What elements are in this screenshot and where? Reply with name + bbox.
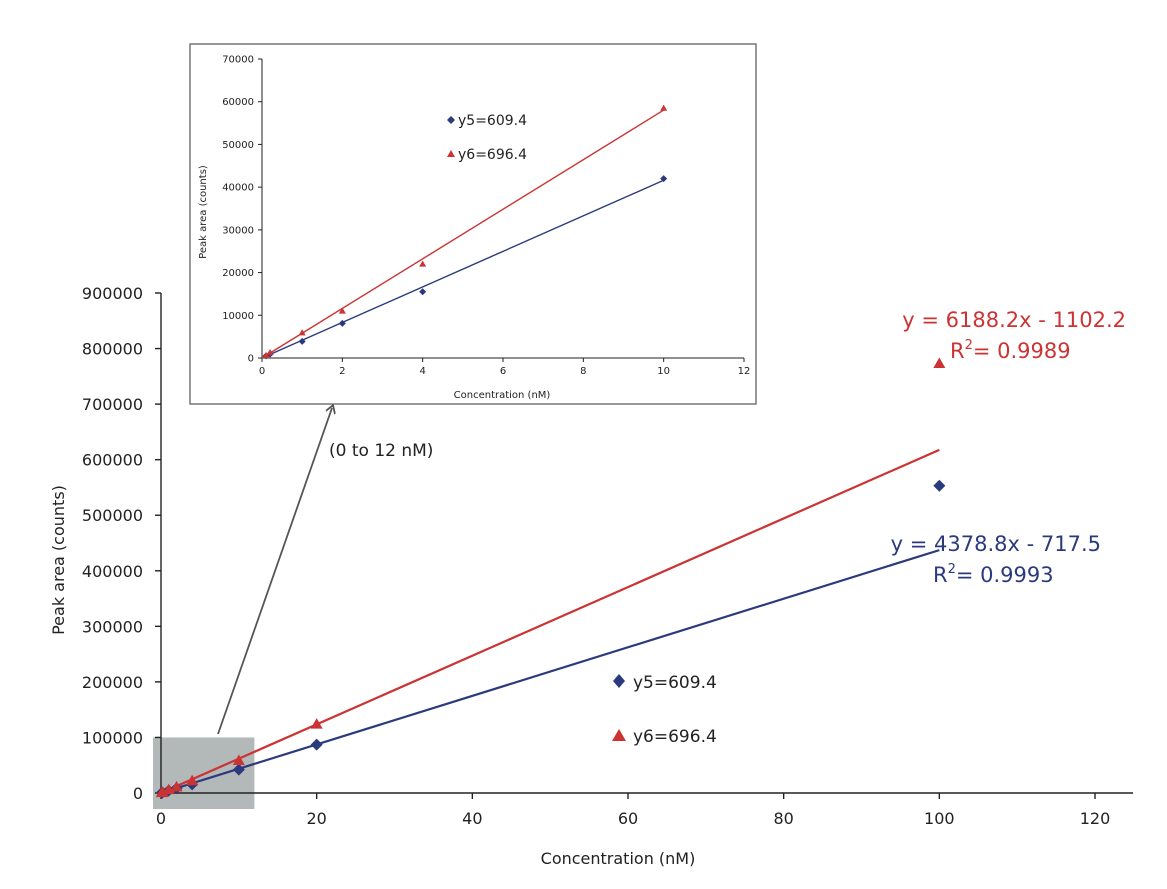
inset-legend-label-y5: y5=609.4: [458, 113, 527, 129]
main-y-tick-label: 300000: [82, 617, 143, 636]
legend-triangle-icon: [612, 729, 626, 741]
inset-y-axis-title: Peak area (counts): [198, 165, 209, 259]
main-y-tick-label: 0: [133, 784, 143, 803]
red-r2-label: R: [950, 339, 965, 363]
inset-trendline-0: [261, 179, 664, 359]
red-equation: y = 6188.2x - 1102.2: [902, 308, 1126, 332]
inset-y-tick-label: 30000: [222, 225, 254, 236]
main-triangle-point: [933, 357, 946, 369]
blue-equation-block: y = 4378.8x - 717.5 R2= 0.9993: [891, 532, 1101, 587]
inset-diamond-point: [338, 319, 346, 327]
main-triangle-point: [170, 780, 183, 792]
blue-r2-value: = 0.9993: [956, 563, 1054, 587]
red-r2: R2= 0.9989: [950, 338, 1071, 363]
main-diamond-point: [232, 763, 245, 776]
main-diamond-point: [310, 738, 323, 751]
main-points: [155, 357, 946, 799]
inset-legend-triangle-icon: [447, 150, 455, 157]
inset-trendline-1: [261, 109, 665, 359]
inset-y-tick-label: 20000: [222, 268, 254, 279]
inset-y-tick-label: 60000: [222, 97, 254, 108]
inset-triangle-point: [338, 307, 346, 314]
inset-y-tick-label: 50000: [222, 140, 254, 151]
legend-label-y6: y6=696.4: [633, 727, 717, 747]
main-diamond-point: [933, 479, 946, 492]
red-r2-value: = 0.9989: [973, 339, 1071, 363]
main-y-tick-label: 700000: [82, 395, 143, 414]
legend-diamond-icon: [613, 674, 625, 688]
main-trendlines: [160, 448, 940, 795]
main-y-tick-label: 400000: [82, 562, 143, 581]
main-x-tick-label: 20: [306, 809, 326, 828]
inset-legend-diamond-icon: [447, 116, 455, 124]
inset-triangle-point: [660, 104, 668, 111]
inset-x-tick-label: 4: [419, 366, 425, 377]
main-triangle-point: [232, 754, 245, 765]
inset-y-tick-label: 10000: [222, 311, 254, 322]
main-x-tick-label: 100: [924, 809, 955, 828]
inset-legend-label-y6: y6=696.4: [458, 147, 527, 163]
blue-r2-sup: 2: [948, 562, 956, 577]
legend-label-y5: y5=609.4: [633, 673, 717, 693]
zoom-annotation: (0 to 12 nM): [329, 441, 433, 461]
inset-x-tick-label: 2: [339, 366, 345, 377]
main-axes: 0 20 40 60 80 100 1200100000200000300000400000…: [82, 284, 1133, 828]
main-triangle-point: [310, 718, 323, 729]
main-y-tick-label: 200000: [82, 673, 143, 692]
inset-y-tick-label: 40000: [222, 183, 254, 194]
main-x-axis-title: Concentration (nM): [541, 849, 696, 868]
zoom-arrow: [217, 408, 332, 735]
main-x-tick-label: 80: [773, 809, 793, 828]
inset-triangle-point: [419, 260, 427, 267]
main-triangle-point: [162, 783, 175, 795]
inset-diamond-point: [298, 337, 306, 345]
inset-diamond-point: [660, 175, 668, 183]
main-y-tick-label: 800000: [82, 340, 143, 359]
inset-y-tick-label: 0: [248, 354, 254, 365]
inset-y-tick-label: 70000: [222, 55, 254, 66]
main-triangle-point: [156, 786, 169, 797]
main-y-axis-title: Peak area (counts): [49, 485, 68, 635]
main-x-tick-label: 120: [1080, 809, 1111, 828]
main-y-tick-label: 500000: [82, 506, 143, 525]
main-x-tick-label: 40: [462, 809, 482, 828]
inset-triangle-point: [298, 329, 306, 336]
main-legend: y5=609.4 y6=696.4: [612, 673, 717, 747]
main-y-tick-label: 900000: [82, 284, 143, 303]
blue-r2: R2= 0.9993: [933, 562, 1054, 587]
main-y-tick-label: 600000: [82, 451, 143, 470]
inset-x-tick-label: 8: [580, 366, 586, 377]
inset-axes: 0 2 4 6 8 10 12 0 10000 20000 30000 40000 50000 60000…: [222, 55, 750, 378]
inset-triangle-point: [266, 348, 274, 356]
inset-legend: y5=609.4 y6=696.4: [447, 113, 527, 163]
main-x-tick-label: 60: [618, 809, 638, 828]
main-x-tick-label: 0: [156, 809, 166, 828]
inset-diamond-point: [419, 288, 427, 296]
inset-trendlines: [261, 109, 665, 359]
blue-equation: y = 4378.8x - 717.5: [891, 532, 1101, 556]
inset-chart: 0 2 4 6 8 10 12 0 10000 20000 30000 40000 50000 60000…: [189, 43, 757, 405]
blue-r2-label: R: [933, 563, 948, 587]
inset-x-tick-label: 0: [259, 366, 265, 377]
red-r2-sup: 2: [965, 338, 973, 353]
inset-x-tick-label: 6: [500, 366, 506, 377]
inset-points: [262, 104, 668, 360]
main-trendline-1: [160, 448, 940, 795]
main-triangle-point: [186, 774, 199, 786]
inset-x-axis-title: Concentration (nM): [454, 390, 551, 401]
red-equation-block: y = 6188.2x - 1102.2 R2= 0.9989: [902, 308, 1126, 363]
inset-x-tick-label: 10: [657, 366, 670, 377]
inset-triangle-point: [262, 351, 270, 359]
main-trendline-0: [160, 549, 940, 795]
main-y-tick-label: 100000: [82, 728, 143, 747]
inset-x-tick-label: 12: [738, 366, 751, 377]
